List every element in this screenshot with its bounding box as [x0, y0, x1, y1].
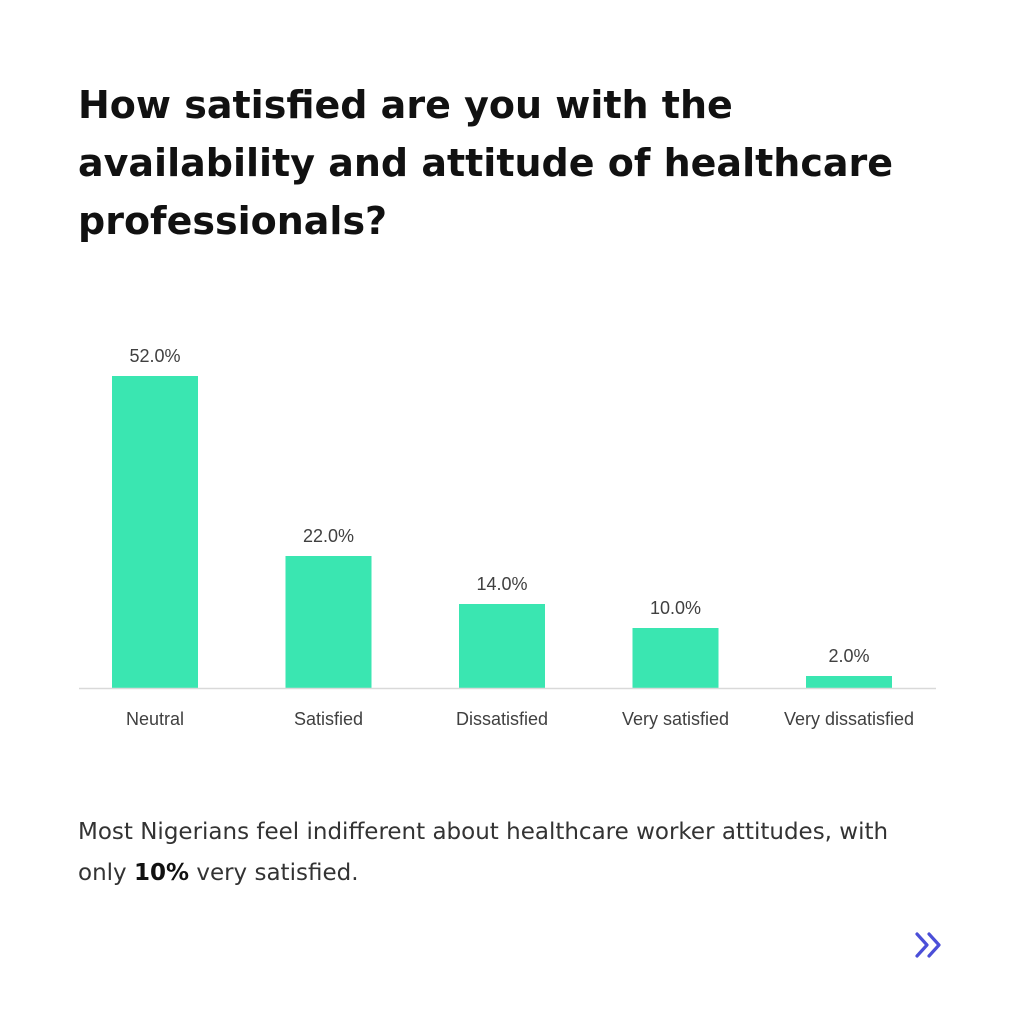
bar-satisfied — [285, 556, 372, 688]
caption: Most Nigerians feel indifferent about he… — [78, 812, 938, 894]
category-label: Dissatisfied — [456, 709, 548, 729]
bar-very-satisfied — [632, 628, 719, 688]
bar-chart: 52.0% Neutral 22.0% Satisfied 14.0% Dissatisf… — [79, 346, 936, 729]
category-label: Very satisfied — [622, 709, 729, 729]
bars-layer — [112, 376, 892, 688]
category-label: Neutral — [126, 709, 184, 729]
category-label: Satisfied — [294, 709, 363, 729]
bar-neutral — [112, 376, 198, 688]
data-label: 52.0% — [129, 346, 180, 366]
bar-very-dissatisfied — [806, 676, 892, 688]
labels-layer: 52.0% Neutral 22.0% Satisfied 14.0% Dissatisf… — [126, 346, 914, 729]
data-label: 2.0% — [828, 646, 869, 666]
bar-dissatisfied — [459, 604, 545, 688]
caption-text: Most Nigerians feel indifferent about he… — [78, 819, 889, 886]
data-label: 14.0% — [476, 574, 527, 594]
data-label: 22.0% — [303, 526, 354, 546]
page-title: How satisfied are you with the availabil… — [78, 83, 893, 243]
double-chevron-right-icon — [915, 932, 941, 958]
next-button[interactable] — [906, 922, 952, 968]
category-label: Very dissatisfied — [784, 709, 914, 729]
caption-highlight: 10% — [133, 860, 190, 886]
data-label: 10.0% — [650, 598, 701, 618]
caption-text-end: very satisfied. — [189, 860, 359, 886]
